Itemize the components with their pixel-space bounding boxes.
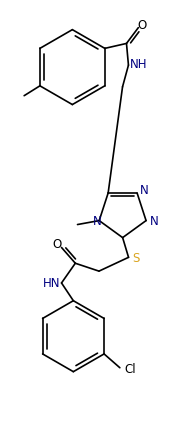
Text: N: N bbox=[150, 215, 158, 228]
Text: S: S bbox=[132, 252, 139, 265]
Text: N: N bbox=[93, 215, 102, 228]
Text: O: O bbox=[52, 238, 61, 251]
Text: HN: HN bbox=[43, 277, 60, 291]
Text: O: O bbox=[138, 19, 147, 32]
Text: Cl: Cl bbox=[124, 363, 136, 376]
Text: N: N bbox=[140, 184, 148, 197]
Text: NH: NH bbox=[130, 58, 147, 71]
